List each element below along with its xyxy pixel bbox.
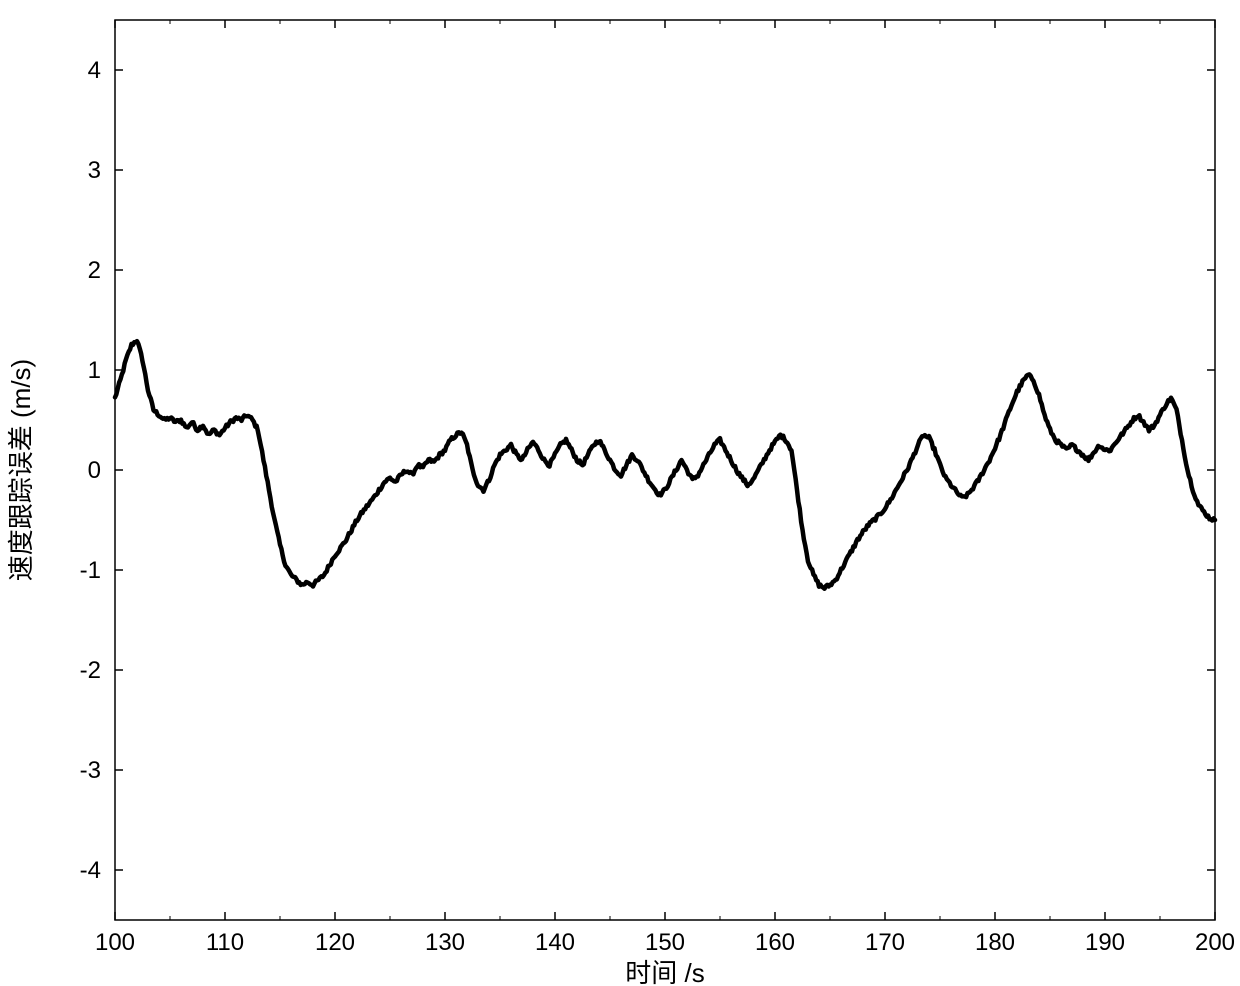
x-tick-label: 150 xyxy=(645,929,685,956)
x-tick-label: 190 xyxy=(1085,929,1125,956)
x-tick-label: 110 xyxy=(206,929,244,956)
x-tick-label: 100 xyxy=(95,929,135,956)
x-tick-label: 140 xyxy=(535,929,575,956)
y-tick-label: 3 xyxy=(88,157,101,184)
y-tick-label: -3 xyxy=(80,757,101,784)
y-tick-label: 0 xyxy=(88,457,101,484)
y-tick-label: -4 xyxy=(80,857,101,884)
y-tick-label: 1 xyxy=(88,357,101,384)
x-axis-label: 时间 /s xyxy=(625,958,704,986)
x-tick-label: 200 xyxy=(1195,929,1235,956)
line-chart: 100110120130140150160170180190200-4-3-2-… xyxy=(0,0,1240,986)
y-tick-label: 2 xyxy=(88,257,101,284)
x-tick-label: 130 xyxy=(425,929,465,956)
x-tick-label: 160 xyxy=(755,929,795,956)
x-tick-label: 170 xyxy=(865,929,905,956)
x-tick-label: 180 xyxy=(975,929,1015,956)
x-tick-label: 120 xyxy=(315,929,355,956)
chart-container: 100110120130140150160170180190200-4-3-2-… xyxy=(0,0,1240,986)
y-tick-label: -1 xyxy=(80,557,101,584)
y-axis-label: 速度跟踪误差 (m/s) xyxy=(6,359,36,581)
y-tick-label: -2 xyxy=(80,657,101,684)
y-tick-label: 4 xyxy=(88,57,101,84)
